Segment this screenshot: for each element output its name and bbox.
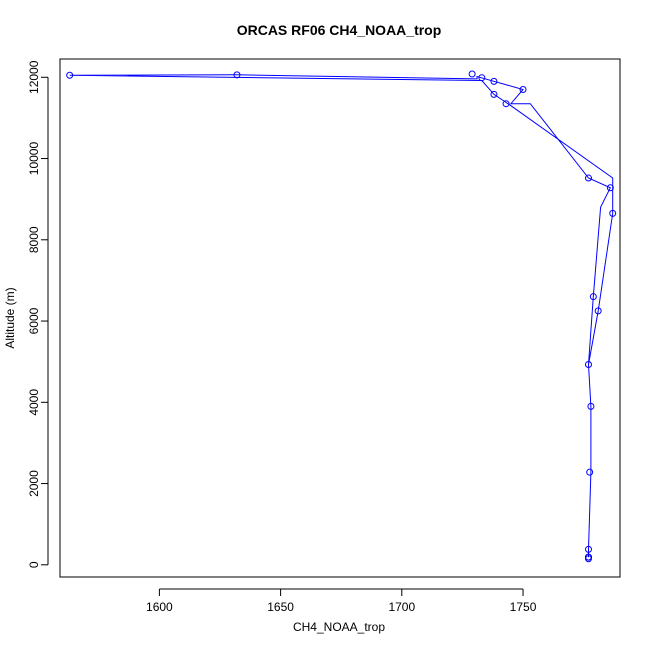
data-point <box>594 307 602 315</box>
y-tick-label: 0 <box>27 561 41 568</box>
series-points <box>66 70 617 563</box>
series-path <box>69 74 614 558</box>
data-point <box>233 71 241 79</box>
data-point <box>587 402 595 410</box>
data-point <box>586 468 594 476</box>
y-tick-label: 12000 <box>27 60 41 94</box>
data-point <box>584 553 592 561</box>
data-point <box>589 293 597 301</box>
x-tick-label: 1650 <box>267 600 294 614</box>
data-point <box>584 174 592 182</box>
x-tick-label: 1600 <box>146 600 173 614</box>
data-point <box>490 90 498 98</box>
data-point <box>609 209 617 217</box>
y-axis-label: Altitude (m) <box>3 287 17 348</box>
y-tick-label: 10000 <box>27 142 41 176</box>
data-point <box>606 184 614 192</box>
y-axis: 0 2000 4000 6000 8000 10000 12000 <box>27 60 49 568</box>
chart-title: ORCAS RF06 CH4_NOAA_trop <box>237 22 442 38</box>
data-point <box>490 77 498 85</box>
data-point <box>66 71 74 79</box>
x-tick-label: 1750 <box>510 600 537 614</box>
data-point <box>584 545 592 553</box>
data-point <box>502 100 510 108</box>
data-point <box>478 74 486 82</box>
y-tick-label: 8000 <box>27 226 41 253</box>
data-point <box>584 361 592 369</box>
y-tick-label: 6000 <box>27 307 41 334</box>
plot-frame <box>59 58 621 578</box>
y-tick-label: 4000 <box>27 389 41 416</box>
x-tick-label: 1700 <box>388 600 415 614</box>
data-point <box>468 70 476 78</box>
x-axis: 1600 1650 1700 1750 <box>146 588 537 614</box>
data-point <box>519 85 527 93</box>
series-line <box>69 74 614 558</box>
y-tick-label: 2000 <box>27 470 41 497</box>
x-axis-label: CH4_NOAA_trop <box>293 620 385 634</box>
